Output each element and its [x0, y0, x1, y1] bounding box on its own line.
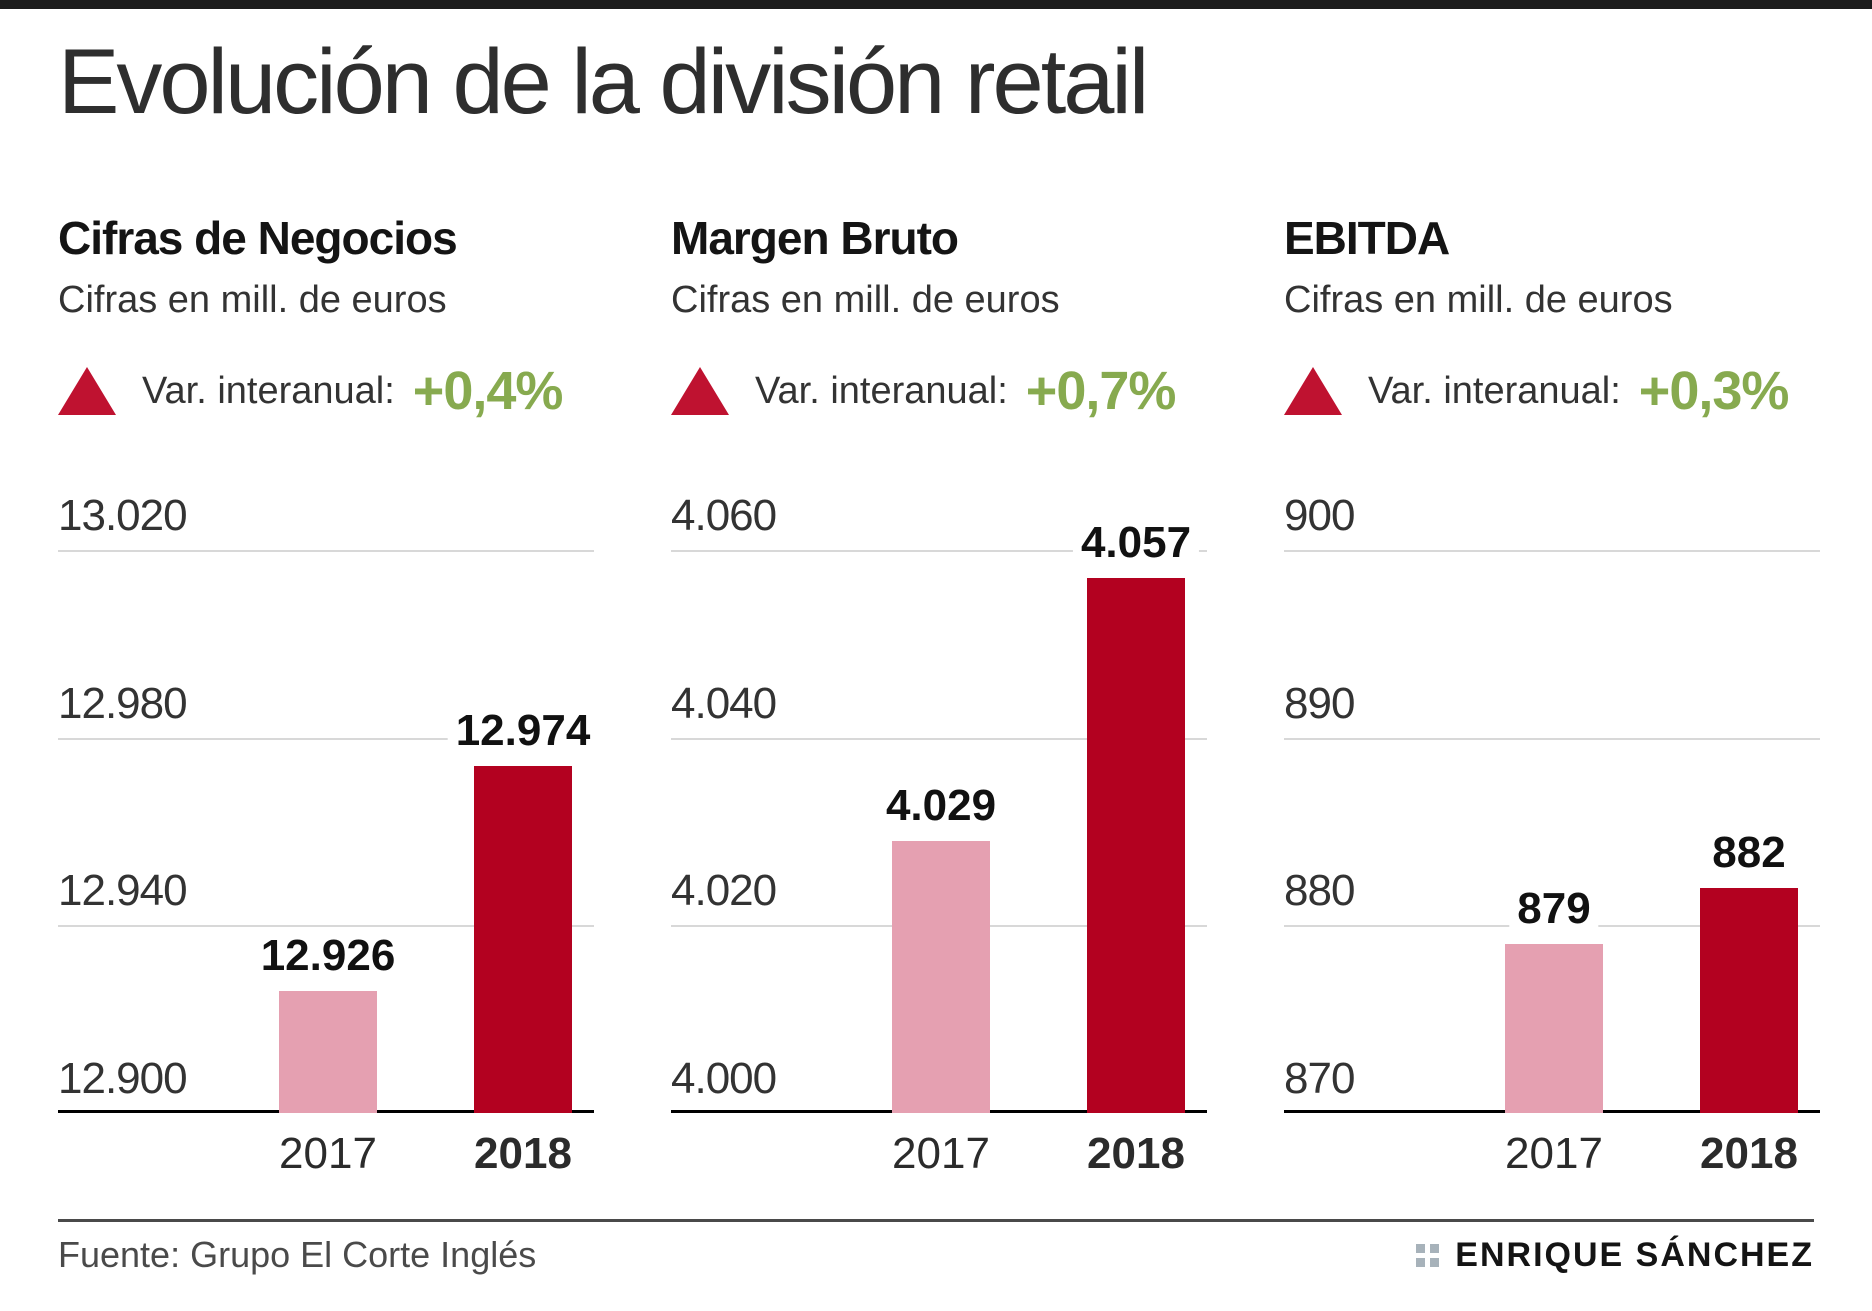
- page-title: Evolución de la división retail: [58, 31, 1149, 133]
- y-tick-label: 900: [1284, 491, 1355, 540]
- x-tick-label-2017: 2017: [279, 1129, 377, 1178]
- y-tick-label: 4.020: [671, 866, 777, 916]
- panel-3: EBITDA Cifras en mill. de euros Var. inter…: [1284, 133, 1820, 1189]
- bar-2018: [1700, 887, 1798, 1113]
- y-tick-label: 880: [1284, 866, 1355, 916]
- variation-row: Var. interanual: +0,4%: [58, 361, 594, 421]
- panel-2: Margen Bruto Cifras en mill. de euros Var.…: [671, 133, 1207, 1189]
- bar-value-label: 4.057: [1072, 520, 1200, 567]
- y-tick-label: 12.940: [58, 866, 188, 916]
- panel-title: EBITDA: [1284, 212, 1450, 264]
- byline: ENRIQUE SÁNCHEZ: [1416, 1236, 1814, 1275]
- gridline: [1284, 737, 1820, 740]
- up-triangle-icon: [58, 367, 116, 415]
- panel-subtitle: Cifras en mill. de euros: [671, 279, 1060, 321]
- bar-2018: [1087, 578, 1185, 1113]
- footer: Fuente: Grupo El Corte Inglés ENRIQUE SÁ…: [58, 1234, 1814, 1276]
- gridline: [58, 737, 594, 740]
- bar-value-label: 879: [1509, 886, 1599, 933]
- x-axis-labels: 2017 2018: [671, 1113, 1207, 1189]
- source-text: Fuente: Grupo El Corte Inglés: [58, 1234, 537, 1275]
- variation-value: +0,3%: [1638, 361, 1790, 421]
- panel-subtitle: Cifras en mill. de euros: [1284, 279, 1673, 321]
- chart-area: 900 890 880 870 879 882: [1284, 473, 1820, 1113]
- x-axis-labels: 2017 2018: [1284, 1113, 1820, 1189]
- y-tick-label: 4.040: [671, 678, 777, 728]
- x-tick-label-2018: 2018: [1087, 1129, 1185, 1178]
- y-tick-label: 4.060: [671, 491, 777, 540]
- bar-2017: [279, 991, 377, 1113]
- bar-value-label: 882: [1704, 829, 1794, 876]
- bar-value-label: 12.974: [447, 707, 599, 754]
- gridline: [671, 737, 1207, 740]
- panel-title: Cifras de Negocios: [58, 212, 458, 264]
- up-triangle-icon: [1284, 367, 1342, 415]
- bar-value-label: 4.029: [877, 782, 1005, 829]
- y-tick-label: 4.000: [671, 1054, 777, 1103]
- y-tick-label: 13.020: [58, 491, 188, 540]
- y-tick-label: 890: [1284, 678, 1355, 728]
- bar-2017: [892, 840, 990, 1113]
- up-triangle-icon: [671, 367, 729, 415]
- byline-name: ENRIQUE SÁNCHEZ: [1455, 1235, 1814, 1274]
- variation-row: Var. interanual: +0,3%: [1284, 361, 1820, 421]
- bar-2018: [474, 765, 572, 1113]
- y-tick-label: 870: [1284, 1054, 1355, 1103]
- panel-title: Margen Bruto: [671, 212, 959, 264]
- footer-divider: [58, 1219, 1814, 1222]
- variation-label: Var. interanual:: [1368, 369, 1621, 412]
- gridline: [58, 550, 594, 552]
- gridline: [1284, 550, 1820, 552]
- panel-subtitle: Cifras en mill. de euros: [58, 279, 447, 321]
- x-tick-label-2018: 2018: [1700, 1129, 1798, 1178]
- x-axis-labels: 2017 2018: [58, 1113, 594, 1189]
- bar-2017: [1505, 944, 1603, 1113]
- x-tick-label-2018: 2018: [474, 1129, 572, 1178]
- chart-area: 4.060 4.040 4.020 4.000 4.029 4.057: [671, 473, 1207, 1113]
- x-tick-label-2017: 2017: [892, 1129, 990, 1178]
- y-tick-label: 12.900: [58, 1054, 188, 1103]
- variation-label: Var. interanual:: [142, 369, 395, 412]
- byline-squares-icon: [1416, 1243, 1440, 1267]
- y-tick-label: 12.980: [58, 678, 188, 728]
- variation-value: +0,7%: [1025, 361, 1177, 421]
- top-accent-bar: [0, 0, 1872, 9]
- panel-1: Cifras de Negocios Cifras en mill. de eur…: [58, 133, 599, 1189]
- variation-row: Var. interanual: +0,7%: [671, 361, 1207, 421]
- variation-label: Var. interanual:: [755, 369, 1008, 412]
- variation-value: +0,4%: [412, 361, 564, 421]
- chart-area: 13.020 12.980 12.940 12.900 12.926 12.974: [58, 473, 599, 1113]
- x-tick-label-2017: 2017: [1505, 1129, 1603, 1178]
- bar-value-label: 12.926: [252, 933, 404, 980]
- chart-panels: Cifras de Negocios Cifras en mill. de eur…: [0, 133, 1872, 1189]
- gridline: [58, 925, 594, 928]
- gridline: [671, 550, 1207, 552]
